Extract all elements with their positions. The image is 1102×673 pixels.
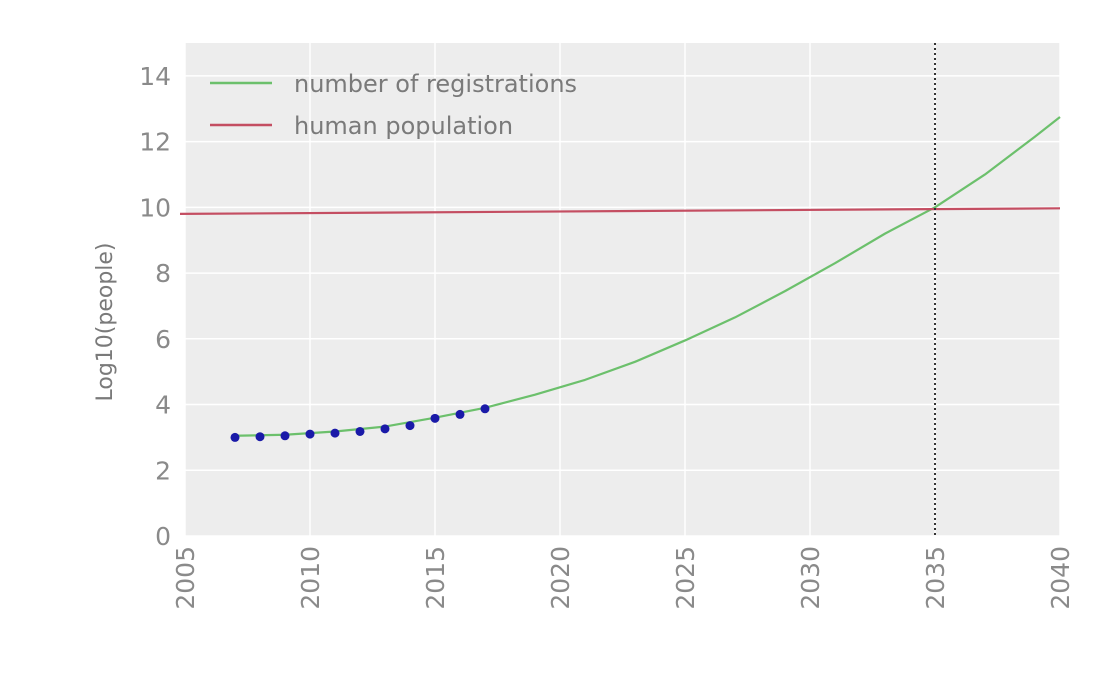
plot-background <box>185 43 1060 536</box>
x-tick-label: 2025 <box>671 546 700 610</box>
x-tick-label: 2040 <box>1046 546 1075 610</box>
legend-label-population: human population <box>294 112 513 140</box>
series-layer <box>179 43 1061 536</box>
data-point <box>355 426 365 436</box>
data-point <box>305 429 315 439</box>
data-point <box>255 432 265 442</box>
y-axis-label: Log10(people) <box>93 242 118 401</box>
y-tick-label: 0 <box>155 522 171 551</box>
x-tick-label: 2035 <box>921 546 950 610</box>
data-point <box>480 404 490 414</box>
legend-label-registrations: number of registrations <box>294 70 577 98</box>
registrations-curve <box>234 116 1061 437</box>
y-tick-label: 14 <box>139 62 171 91</box>
y-tick-label: 10 <box>139 193 171 222</box>
data-point <box>380 424 390 434</box>
x-tick-label: 2030 <box>796 546 825 610</box>
data-point <box>230 432 240 442</box>
population-line <box>179 207 1061 216</box>
data-point <box>330 428 340 438</box>
x-tick-label: 2005 <box>171 546 200 610</box>
data-point <box>430 413 440 423</box>
y-tick-label: 8 <box>155 259 171 288</box>
data-point <box>280 431 290 441</box>
x-tick-label: 2020 <box>546 546 575 610</box>
x-tick-label: 2015 <box>421 546 450 610</box>
data-point <box>405 421 415 431</box>
data-point <box>455 409 465 419</box>
y-tick-label: 4 <box>155 391 171 420</box>
tick-labels: 2005 2010 2015 2020 2025 2030 2035 2040 0 2 4 6 8 10 1… <box>139 62 1075 610</box>
grid-lines <box>184 43 1061 537</box>
y-tick-label: 12 <box>139 128 171 157</box>
x-tick-label: 2010 <box>296 546 325 610</box>
y-tick-label: 2 <box>155 456 171 485</box>
legend: number of registrations human population <box>210 70 577 140</box>
y-tick-label: 6 <box>155 325 171 354</box>
